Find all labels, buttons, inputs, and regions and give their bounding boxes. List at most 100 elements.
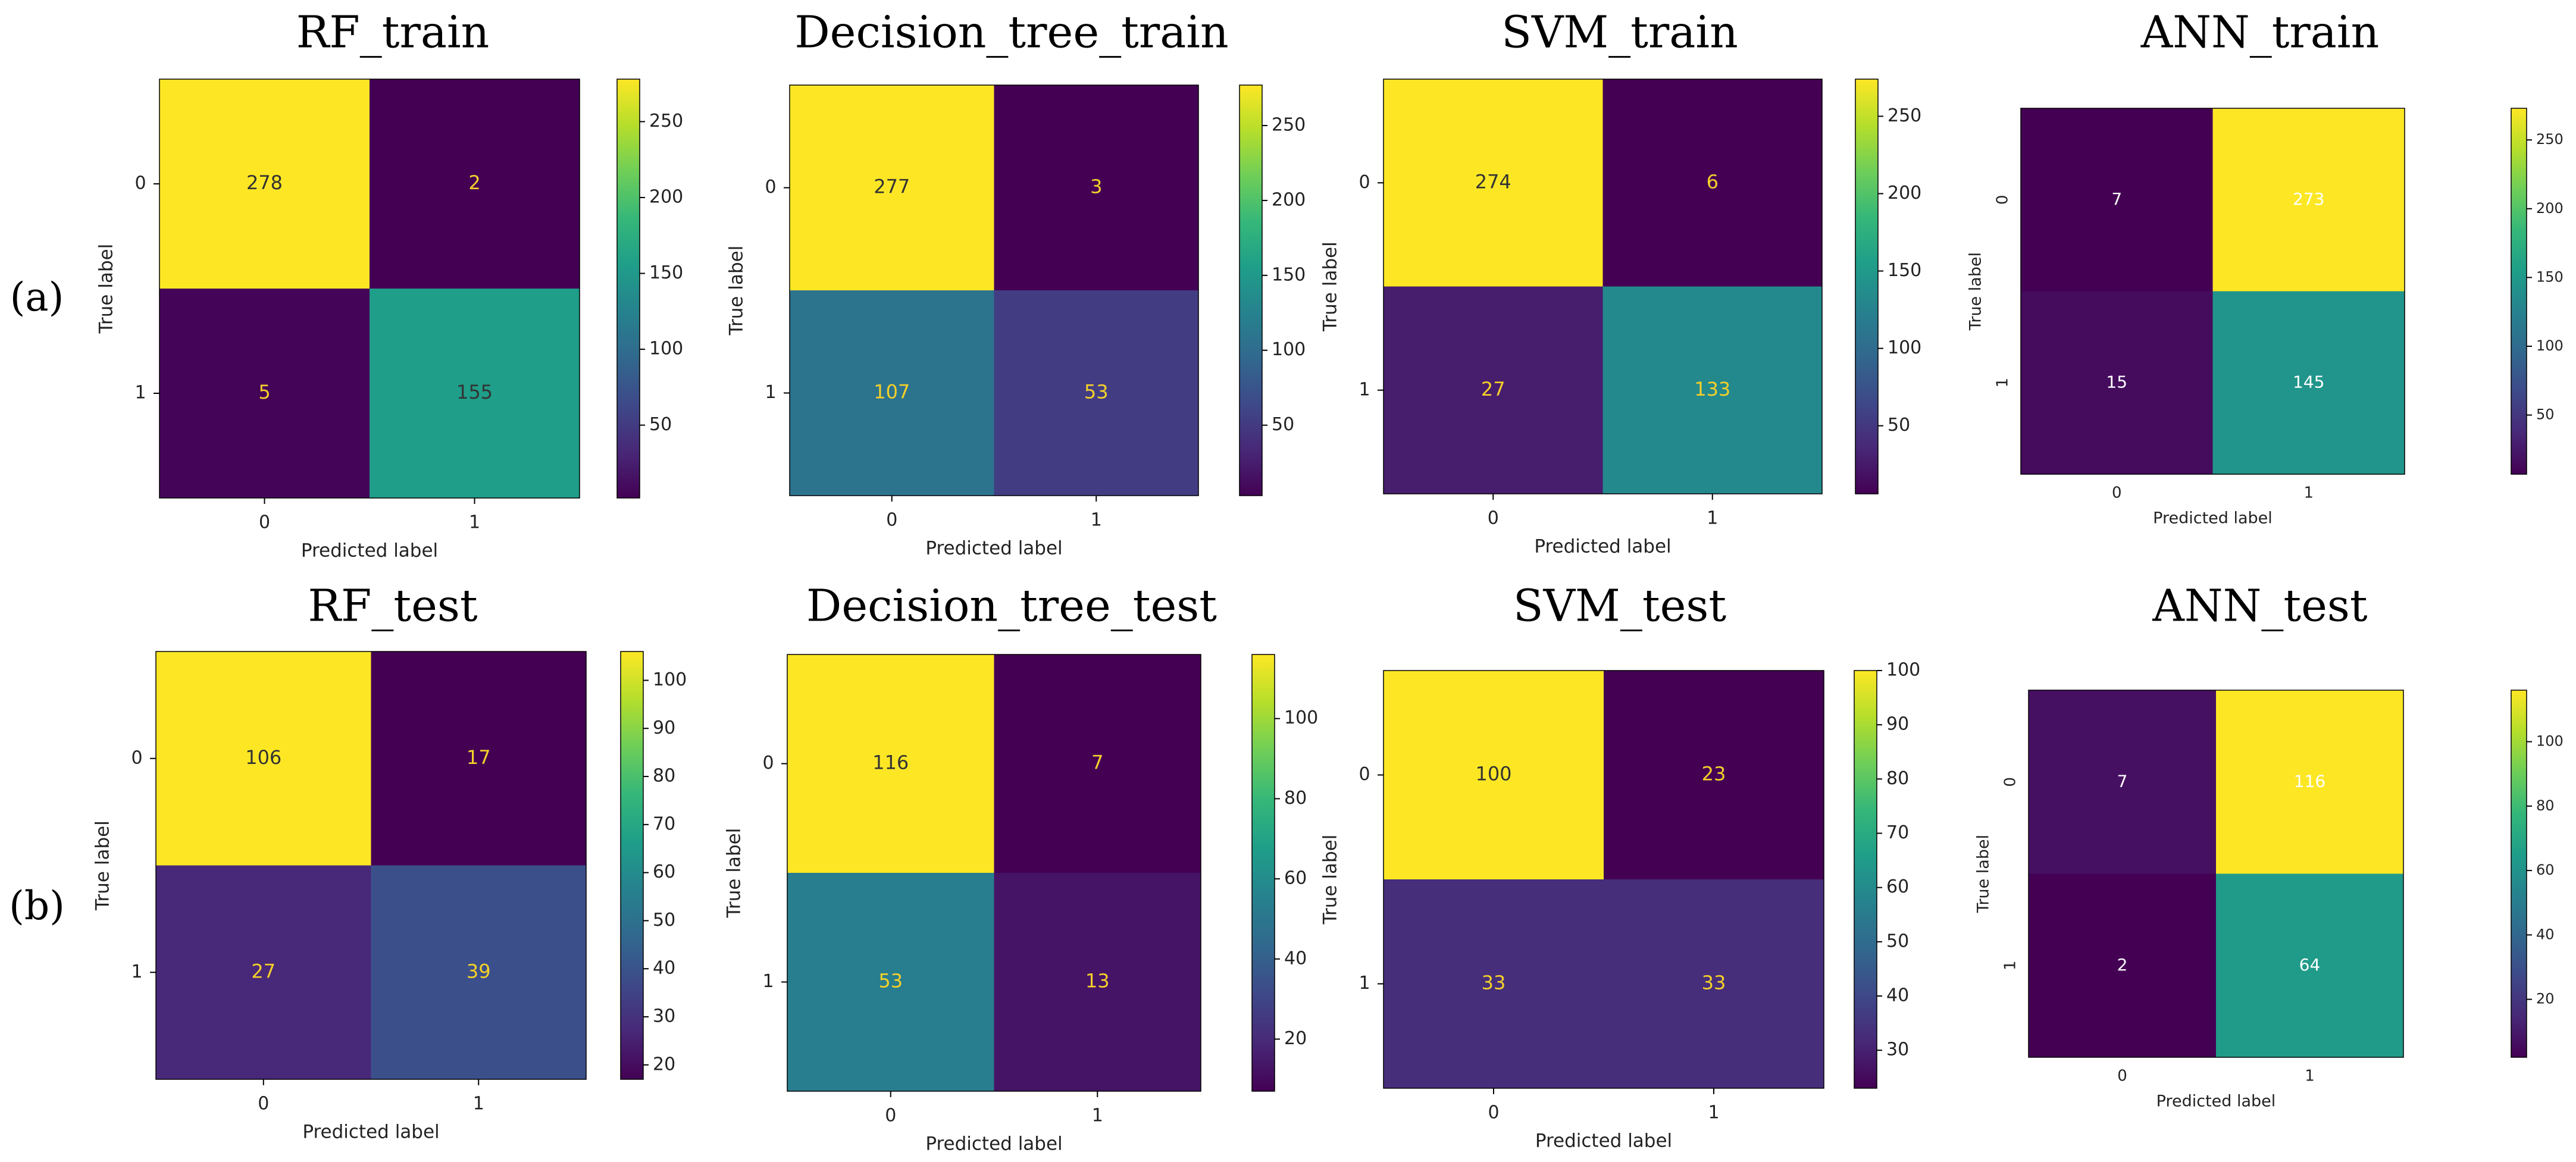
colorbar-tick-label: 250	[1888, 105, 1921, 126]
colorbar-tick-label: 150	[1888, 260, 1921, 281]
x-tick-label: 1	[1092, 1105, 1103, 1126]
heatmap-cell	[2216, 690, 2403, 874]
colorbar-tick-label: 60	[1284, 868, 1307, 889]
cell-value: 64	[2299, 955, 2321, 975]
cell-value: 145	[2293, 372, 2324, 391]
heatmap-cell	[2029, 690, 2216, 874]
x-tick-label: 1	[469, 512, 480, 533]
colorbar-tick-label: 50	[1272, 414, 1294, 435]
panel-SVM_test: SVM_test 100 23 33 33 0 1 0 1 Predicted label True…	[1320, 580, 1921, 1151]
heatmap-cell	[994, 290, 1198, 496]
panel-title: RF_train	[296, 7, 490, 58]
heatmap-cell	[371, 652, 586, 866]
colorbar	[1251, 654, 1275, 1092]
x-axis-label: Predicted label	[925, 1133, 1062, 1155]
panel-title: Decision_tree_train	[794, 7, 1228, 58]
x-tick-label: 0	[259, 512, 270, 533]
x-tick-label: 1	[1708, 1103, 1719, 1123]
panel-RF_train: RF_train 278 2 5 155 0 1 0 1 Predicted label True …	[96, 7, 684, 561]
cell-value: 273	[2293, 189, 2324, 209]
cell-value: 7	[1091, 751, 1103, 774]
colorbar-tick-label: 250	[649, 111, 683, 131]
matrix-frame	[2028, 690, 2404, 1058]
colorbar-tick-label: 40	[2536, 926, 2555, 942]
heatmap-cell	[790, 290, 994, 496]
heatmap-cell	[371, 865, 586, 1079]
x-axis-label: Predicted label	[2156, 1092, 2276, 1111]
colorbar-tick-label: 200	[2536, 200, 2564, 217]
y-axis-label: True label	[1974, 835, 1993, 913]
cell-value: 53	[878, 970, 903, 992]
heatmap-cell	[1604, 879, 1824, 1088]
y-axis-label: True label	[1967, 252, 1985, 331]
colorbar-tick-label: 40	[653, 958, 675, 979]
heatmap-cell	[994, 654, 1201, 873]
colorbar	[620, 651, 644, 1080]
cell-value: 3	[1090, 176, 1102, 198]
cell-value: 100	[1475, 763, 1511, 785]
colorbar-tick-label: 200	[1272, 189, 1306, 210]
x-tick-label: 0	[2117, 1067, 2127, 1085]
panel-Decision_tree_test: Decision_tree_test 116 7 53 13 0 1 0 1 Predicted …	[724, 580, 1319, 1154]
x-tick-label: 0	[885, 1105, 896, 1126]
y-tick-label: 0	[2002, 777, 2020, 787]
cell-value: 33	[1482, 972, 1506, 994]
matrix-frame	[1383, 670, 1824, 1089]
x-tick-label: 1	[1707, 508, 1718, 529]
colorbar-tick-label: 60	[1886, 876, 1909, 897]
heatmap-cell	[1602, 286, 1822, 494]
cell-value: 155	[456, 381, 493, 403]
colorbar-tick-label: 100	[1886, 660, 1920, 681]
colorbar-tick-label: 100	[649, 339, 683, 359]
y-tick-label: 0	[134, 173, 146, 194]
y-axis-label: True label	[92, 820, 114, 911]
cell-value: 277	[874, 176, 910, 198]
panel-title: ANN_train	[2140, 7, 2380, 58]
heatmap-cell	[2212, 108, 2405, 292]
colorbar-tick-label: 50	[2536, 406, 2555, 423]
colorbar-tick-label: 150	[649, 262, 683, 283]
cell-value: 274	[1475, 170, 1511, 193]
heatmap-cell	[370, 79, 580, 289]
cell-value: 33	[1702, 972, 1726, 994]
colorbar	[2511, 690, 2527, 1058]
cell-value: 2	[2117, 955, 2128, 975]
panel-ANN_train: ANN_train 7 273 15 145 0 1 0 1 Predicted label Tru…	[1967, 7, 2564, 527]
colorbar-tick-label: 80	[653, 766, 675, 787]
panel-title: SVM_train	[1501, 7, 1738, 58]
colorbar-tick-label: 150	[1272, 264, 1306, 285]
panel-ANN_test: ANN_test 7 116 2 64 0 1 0 1 Predicted label True l…	[1974, 580, 2564, 1110]
panel-SVM_train: SVM_train 274 6 27 133 0 1 0 1 Predicted label Tru…	[1320, 7, 1922, 557]
cell-value: 27	[1481, 378, 1505, 400]
colorbar-tick-label: 20	[2536, 991, 2555, 1007]
y-tick-label: 1	[765, 382, 776, 403]
cell-value: 5	[258, 381, 270, 403]
colorbar-tick-label: 100	[2536, 733, 2564, 750]
heatmap-cell	[159, 289, 370, 498]
cell-value: 133	[1694, 378, 1730, 400]
colorbar-tick-label: 80	[1886, 768, 1909, 789]
x-axis-label: Predicted label	[302, 1122, 439, 1143]
row-label-b: (b)	[9, 883, 65, 929]
x-tick-label: 1	[2303, 484, 2314, 502]
colorbar-tick-label: 50	[649, 414, 672, 435]
colorbar-tick-label: 200	[649, 186, 683, 207]
colorbar-tick-label: 30	[653, 1006, 675, 1026]
x-tick-label: 0	[258, 1094, 269, 1114]
y-axis-label: True label	[726, 246, 747, 336]
cell-value: 17	[467, 746, 491, 769]
x-tick-label: 1	[473, 1094, 484, 1114]
matrix-frame	[155, 651, 587, 1080]
colorbar-tick-label: 60	[653, 862, 675, 882]
colorbar-tick-label: 70	[1886, 822, 1909, 843]
colorbar-tick-label: 100	[653, 669, 687, 690]
x-tick-label: 0	[2112, 484, 2122, 502]
x-axis-label: Predicted label	[1534, 536, 1671, 557]
heatmap-cell	[994, 873, 1201, 1091]
heatmap-cell	[1604, 671, 1824, 879]
heatmap-cell	[1602, 79, 1822, 287]
heatmap-cell	[790, 85, 994, 290]
heatmap-cell	[2021, 108, 2213, 292]
cell-value: 278	[246, 171, 283, 194]
matrix-frame	[789, 84, 1199, 496]
